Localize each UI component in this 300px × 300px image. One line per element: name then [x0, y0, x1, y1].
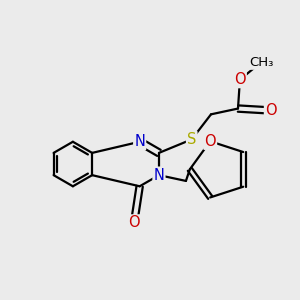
Text: O: O	[234, 72, 246, 87]
Text: N: N	[134, 134, 145, 149]
Text: N: N	[154, 168, 164, 183]
Text: S: S	[187, 132, 196, 147]
Text: O: O	[265, 103, 277, 118]
Text: O: O	[204, 134, 216, 149]
Text: CH₃: CH₃	[249, 56, 273, 69]
Text: O: O	[128, 215, 140, 230]
